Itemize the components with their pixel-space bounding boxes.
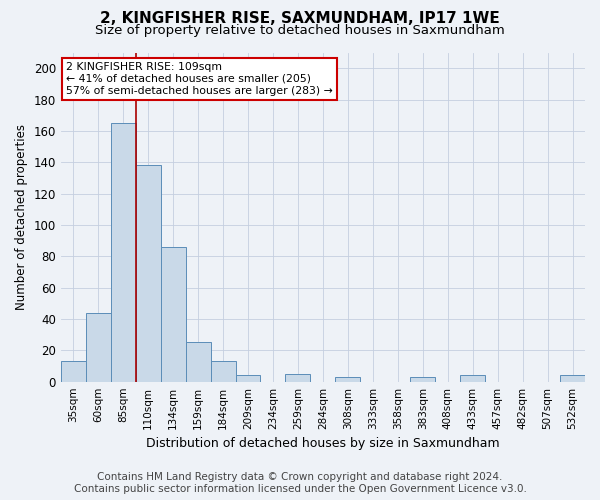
Bar xyxy=(161,247,185,382)
Bar xyxy=(286,374,310,382)
Bar xyxy=(460,376,485,382)
Text: Contains HM Land Registry data © Crown copyright and database right 2024.
Contai: Contains HM Land Registry data © Crown c… xyxy=(74,472,526,494)
Bar xyxy=(136,166,161,382)
Bar xyxy=(410,377,435,382)
X-axis label: Distribution of detached houses by size in Saxmundham: Distribution of detached houses by size … xyxy=(146,437,500,450)
Y-axis label: Number of detached properties: Number of detached properties xyxy=(15,124,28,310)
Text: 2 KINGFISHER RISE: 109sqm
← 41% of detached houses are smaller (205)
57% of semi: 2 KINGFISHER RISE: 109sqm ← 41% of detac… xyxy=(66,62,333,96)
Bar xyxy=(560,376,585,382)
Text: 2, KINGFISHER RISE, SAXMUNDHAM, IP17 1WE: 2, KINGFISHER RISE, SAXMUNDHAM, IP17 1WE xyxy=(100,11,500,26)
Bar xyxy=(211,362,236,382)
Bar xyxy=(86,312,111,382)
Bar xyxy=(111,123,136,382)
Bar xyxy=(236,376,260,382)
Text: Size of property relative to detached houses in Saxmundham: Size of property relative to detached ho… xyxy=(95,24,505,37)
Bar xyxy=(61,362,86,382)
Bar xyxy=(185,342,211,382)
Bar xyxy=(335,377,361,382)
